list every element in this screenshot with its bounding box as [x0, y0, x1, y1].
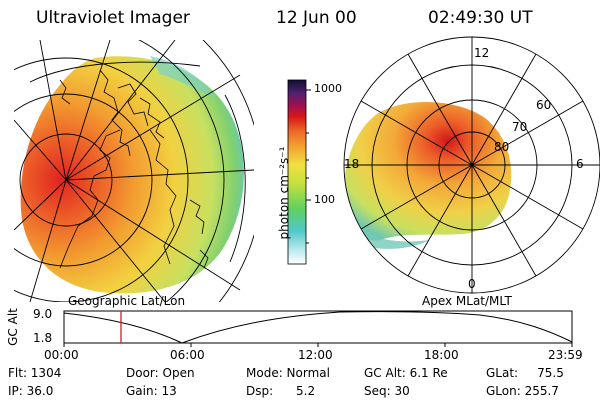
colorbar	[287, 79, 311, 265]
colorbar-tick-1000: 1000	[314, 82, 342, 95]
geographic-map	[14, 40, 254, 302]
altitude-xtick-1200: 12:00	[298, 348, 333, 362]
polar-caption: Apex MLat/MLT	[422, 294, 512, 308]
info-gain: Gain: 13	[126, 384, 177, 398]
altitude-ytick-high: 9.0	[33, 307, 53, 321]
info-glon: GLon: 255.7	[486, 384, 559, 398]
altitude-ytick-low: 1.8	[33, 331, 53, 345]
observation-date: 12 Jun 00	[276, 8, 357, 28]
limb-arcs	[29, 61, 246, 263]
polar-map	[343, 36, 600, 294]
mlt-label-12: 12	[474, 46, 490, 60]
polar-grid	[343, 36, 600, 294]
coastlines	[59, 69, 209, 269]
altitude-xtick-0000: 00:00	[44, 348, 79, 362]
mlt-label-18: 18	[344, 157, 360, 171]
info-flight: Flt: 1304	[8, 366, 62, 380]
info-gc-alt: GC Alt: 6.1 Re	[364, 366, 448, 380]
latitude-grid	[14, 40, 254, 302]
aurora-image-right	[344, 102, 512, 241]
altitude-curve	[63, 311, 573, 344]
observation-time: 02:49:30 UT	[428, 8, 533, 28]
altitude-plot	[63, 310, 573, 347]
colorbar-scale	[287, 79, 307, 265]
info-seq: Seq: 30	[364, 384, 410, 398]
colorbar-unit: photon cm⁻²s⁻¹	[277, 146, 291, 240]
info-dsp: Dsp: 5.2	[246, 384, 316, 398]
mlat-label-70: 70	[512, 120, 528, 134]
mlat-label-60: 60	[536, 98, 552, 112]
colorbar-tick-100: 100	[314, 193, 335, 206]
mlt-label-6: 6	[576, 157, 584, 171]
aurora-fringe-right	[352, 225, 430, 249]
altitude-ylabel: GC Alt	[6, 308, 20, 346]
mlat-label-80: 80	[494, 140, 510, 154]
altitude-xtick-1800: 18:00	[424, 348, 459, 362]
geographic-caption: Geographic Lat/Lon	[68, 294, 186, 308]
instrument-title: Ultraviolet Imager	[36, 8, 190, 28]
longitude-grid	[14, 40, 254, 302]
info-mode: Mode: Normal	[246, 366, 330, 380]
altitude-xtick-0600: 06:00	[170, 348, 205, 362]
altitude-xtick-2359: 23:59	[548, 348, 583, 362]
aurora-image-left	[20, 56, 244, 294]
mlt-label-0: 0	[468, 277, 476, 291]
aurora-fringe-left	[150, 56, 215, 98]
info-door: Door: Open	[126, 366, 195, 380]
info-glat: GLat: 75.5	[486, 366, 564, 380]
info-ip: IP: 36.0	[8, 384, 54, 398]
